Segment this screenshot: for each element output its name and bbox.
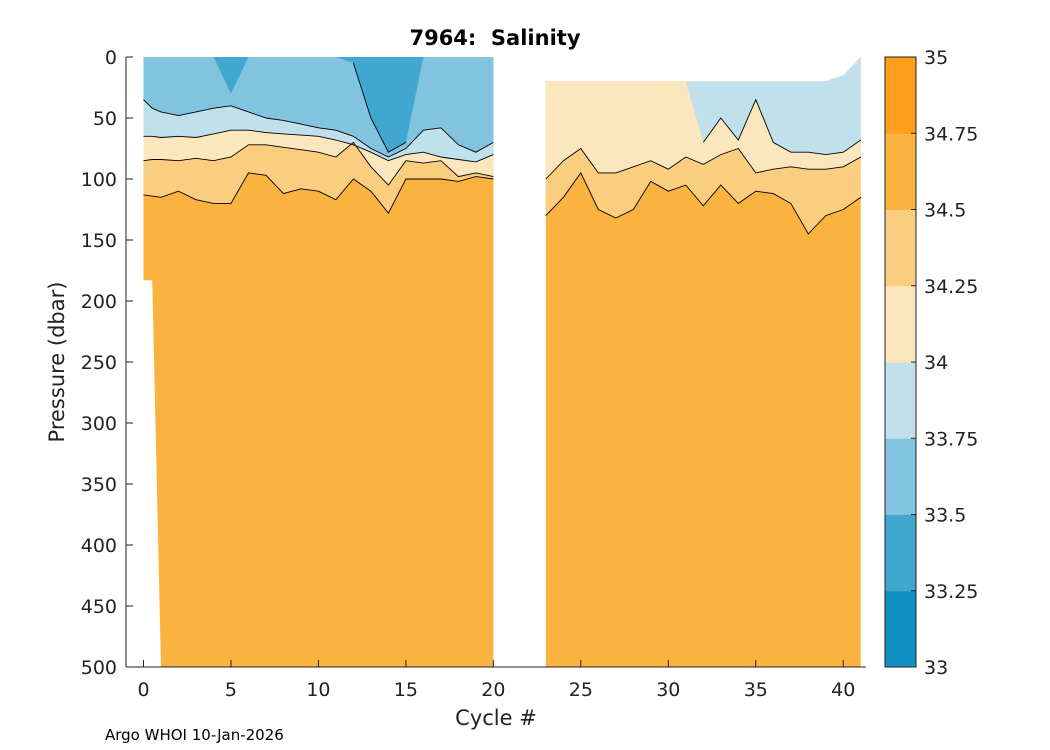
chart-title: 7964: Salinity <box>409 26 581 50</box>
colorbar-tick-label: 33.75 <box>924 428 978 450</box>
contour-band-deep <box>143 57 494 667</box>
data-segment <box>143 57 494 667</box>
colorbar-band <box>885 514 916 592</box>
isohaline-34.25 <box>143 141 494 186</box>
x-tick-label: 40 <box>831 679 855 701</box>
x-tick-label: 10 <box>306 679 330 701</box>
x-tick-label: 30 <box>656 679 680 701</box>
x-tick-label: 25 <box>569 679 593 701</box>
y-axis-label: Pressure (dbar) <box>45 282 69 443</box>
y-tick-label: 300 <box>81 413 117 435</box>
isohaline-34.25 <box>545 147 862 180</box>
isohaline-33.75 <box>143 99 494 158</box>
colorbar-band <box>885 590 916 668</box>
y-tick-label: 100 <box>81 169 117 191</box>
y-tick-label: 0 <box>105 47 117 69</box>
colorbar-band <box>885 209 916 287</box>
isohaline-34 <box>702 98 862 156</box>
colorbar-tick-label: 34 <box>924 352 948 374</box>
colorbar-band <box>885 57 916 134</box>
x-axis-label: Cycle # <box>455 706 537 730</box>
colorbar-tick-label: 34.75 <box>924 123 978 145</box>
colorbar-band <box>885 133 916 210</box>
colorbar-band <box>885 362 916 439</box>
colorbar-tick-label: 33.5 <box>924 505 966 527</box>
isohaline-34 <box>143 129 494 163</box>
y-tick-label: 350 <box>81 474 117 496</box>
footer-credit: Argo WHOI 10-Jan-2026 <box>105 726 284 744</box>
y-tick-label: 500 <box>81 657 117 679</box>
isohaline-33.5 <box>352 62 407 153</box>
y-tick-label: 200 <box>81 291 117 313</box>
colorbar-tick-label: 33 <box>924 657 948 679</box>
y-tick-label: 450 <box>81 596 117 618</box>
isohaline-34.5 <box>545 172 862 235</box>
colorbar-band <box>885 285 916 363</box>
colorbar: 33 33.25 33.5 33.75 34 34.25 34.5 34.75 35 <box>884 47 978 679</box>
x-tick-label: 0 <box>137 679 149 701</box>
colorbar-band <box>885 438 916 515</box>
y-tick-label: 400 <box>81 535 117 557</box>
contour-band-33.5 <box>143 57 494 153</box>
colorbar-tick-label: 34.25 <box>924 276 978 298</box>
colorbar-tick-label: 33.25 <box>924 581 978 603</box>
x-tick-label: 15 <box>394 679 418 701</box>
y-tick-label: 50 <box>93 108 117 130</box>
x-tick-label: 20 <box>481 679 505 701</box>
contour-band-34 <box>545 57 861 155</box>
x-tick-label: 5 <box>225 679 237 701</box>
y-tick-label: 250 <box>81 352 117 374</box>
x-tick-label: 35 <box>744 679 768 701</box>
colorbar-tick-label: 35 <box>924 47 948 69</box>
data-segment <box>545 57 862 667</box>
colorbar-tick-label: 34.5 <box>924 200 966 222</box>
y-tick-label: 150 <box>81 230 117 252</box>
isohaline-34.5 <box>143 172 494 215</box>
